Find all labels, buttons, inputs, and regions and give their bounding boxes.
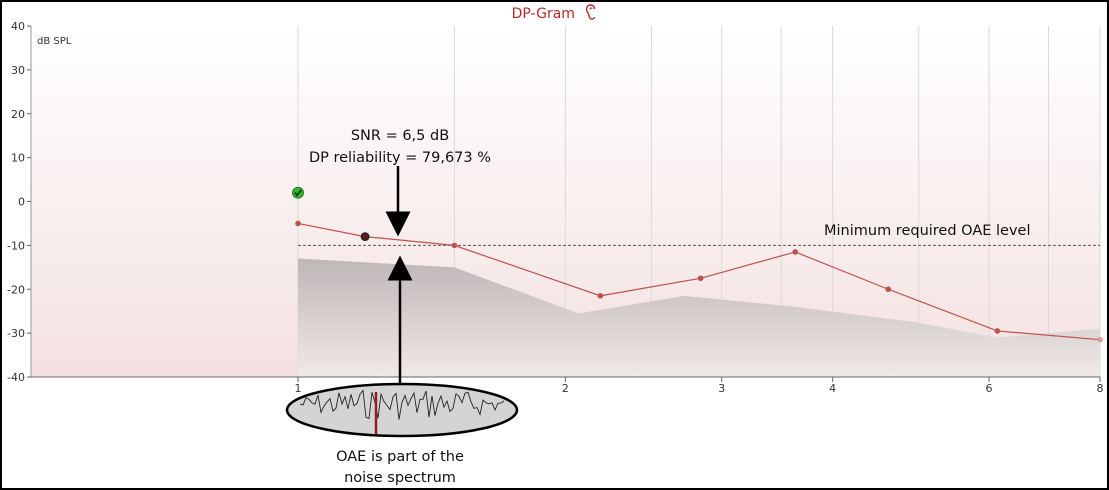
- noise-spectrum-trace: [299, 389, 505, 420]
- x-tick-label: 2: [562, 382, 569, 395]
- ear-icon: [585, 4, 597, 24]
- min-level-annotation: Minimum required OAE level: [824, 223, 1031, 239]
- data-point: [885, 286, 892, 293]
- y-tick-label: 10: [11, 152, 25, 165]
- chart-title: DP-Gram: [0, 4, 1109, 24]
- x-axis-ticks: 1 2 3 4 6 8: [295, 377, 1104, 395]
- y-axis-ticks: 40 30 20 10 0 -10 -20 -30 -40: [7, 20, 31, 384]
- y-axis-label: dB SPL: [37, 36, 72, 47]
- data-point: [1097, 336, 1103, 343]
- x-tick-label: 1: [295, 382, 302, 395]
- data-point: [597, 293, 604, 299]
- x-tick-label: 8: [1097, 382, 1104, 395]
- data-point: [697, 275, 704, 282]
- chart-title-text: DP-Gram: [511, 6, 575, 22]
- y-tick-label: 40: [11, 20, 25, 33]
- reliability-annotation: DP reliability = 79,673 %: [309, 150, 491, 166]
- y-tick-label: 30: [11, 64, 25, 77]
- y-tick-label: 0: [18, 196, 25, 209]
- y-tick-label: -10: [7, 239, 25, 252]
- data-point: [792, 249, 799, 255]
- highlighted-data-point: [360, 232, 370, 242]
- data-point: [451, 242, 458, 249]
- x-tick-label: 4: [829, 382, 836, 395]
- noise-floor-area: [298, 258, 1100, 377]
- noise-caption-line1: OAE is part of the: [336, 449, 464, 465]
- x-tick-label: 3: [718, 382, 725, 395]
- data-point: [295, 220, 301, 227]
- dp-series-points: [295, 220, 1103, 343]
- y-tick-label: -20: [7, 283, 25, 296]
- data-point: [994, 328, 1001, 334]
- snr-annotation: SNR = 6,5 dB: [351, 128, 449, 144]
- y-tick-label: -40: [7, 371, 25, 384]
- x-tick-label: 6: [986, 382, 993, 395]
- noise-caption-line2: noise spectrum: [344, 470, 456, 486]
- y-tick-label: 20: [11, 108, 25, 121]
- pass-marker-check: [294, 189, 302, 197]
- y-tick-label: -30: [7, 327, 25, 340]
- noise-spectrum-inset: [285, 382, 519, 438]
- checkmark-icon: [292, 186, 304, 199]
